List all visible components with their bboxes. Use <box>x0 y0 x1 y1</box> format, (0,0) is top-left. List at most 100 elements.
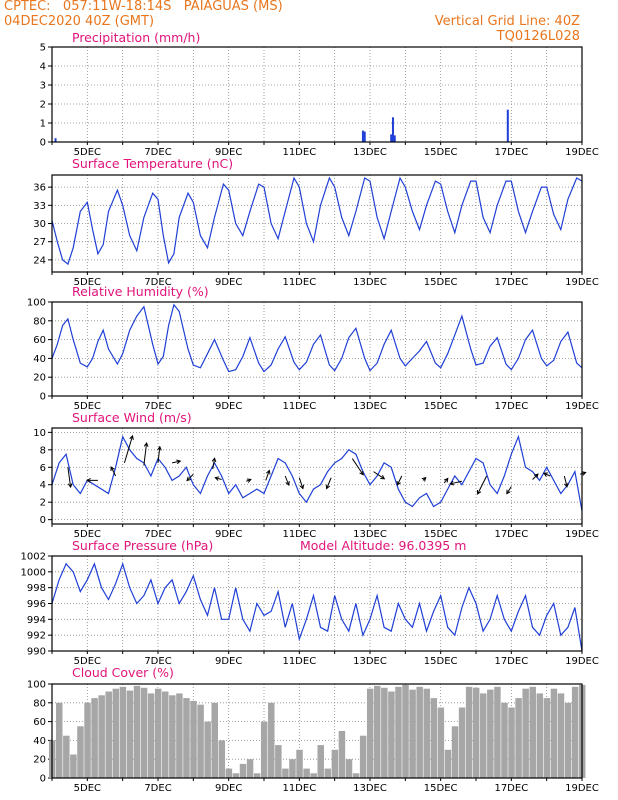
x-tick-label: 9DEC <box>215 656 242 667</box>
x-tick-label: 11DEC <box>282 147 316 158</box>
wind-arrow-head <box>581 471 587 476</box>
x-tick-label: 11DEC <box>282 656 316 667</box>
y-tick-label: 1002 <box>21 552 46 563</box>
precip-bar <box>506 109 509 142</box>
wind-arrow-shaft <box>212 458 216 470</box>
x-tick-label: 19DEC <box>565 277 599 288</box>
x-tick-label: 13DEC <box>353 401 387 412</box>
cloud-bar <box>564 702 572 778</box>
wind-arrow-shaft <box>543 472 551 477</box>
cloud-bar <box>246 759 254 778</box>
cloud-title: Cloud Cover (%) <box>72 665 174 680</box>
cloud-bar <box>289 759 296 778</box>
y-tick-label: 0 <box>40 774 46 785</box>
cloud-bar <box>190 700 197 778</box>
x-tick-label: 11DEC <box>282 783 316 794</box>
wind-arrow-head <box>542 472 548 477</box>
rh-frame <box>51 301 583 397</box>
wind-arrow <box>542 472 551 477</box>
cloud-bar <box>162 691 169 778</box>
x-tick-label: 17DEC <box>494 147 528 158</box>
cloud-bar <box>352 773 360 778</box>
wind-title: Surface Wind (m/s) <box>72 410 192 425</box>
wind-arrow-shaft <box>143 442 148 466</box>
x-tick-label: 7DEC <box>144 656 171 667</box>
x-tick-label: 5DEC <box>74 277 101 288</box>
x-tick-label: 7DEC <box>144 277 171 288</box>
y-tick-label: 100 <box>27 298 46 309</box>
wind-arrow-shaft <box>506 486 512 494</box>
cloud-bar <box>529 686 536 778</box>
cloud-bar <box>324 768 332 778</box>
cloud-bar <box>359 735 367 778</box>
wind-arrow-head <box>176 459 182 465</box>
cloud-bar <box>536 693 544 778</box>
wind-arrow-head <box>359 470 364 476</box>
wind-arrow <box>580 471 587 476</box>
wind-arrow-head <box>476 489 482 495</box>
wind-arrow <box>476 475 488 495</box>
cloud-bar <box>487 689 494 778</box>
x-tick-label: 17DEC <box>494 277 528 288</box>
wind-frame <box>51 427 583 525</box>
cloud-bar <box>98 695 105 778</box>
wind-arrow-head <box>157 445 162 451</box>
y-tick-label: 998 <box>27 583 46 594</box>
wind-arrow <box>325 477 332 490</box>
y-tick-label: 1000 <box>21 567 46 578</box>
x-tick-label: 9DEC <box>215 401 242 412</box>
x-tick-label: 7DEC <box>144 147 171 158</box>
cloud-bar <box>515 698 522 778</box>
cloud-bar <box>366 688 374 778</box>
cloud-bar <box>508 707 515 778</box>
wind-arrow-head <box>129 434 134 440</box>
precip-bar <box>363 131 366 142</box>
wind-arrow <box>214 476 222 481</box>
x-tick-label: 15DEC <box>424 783 458 794</box>
precip-frame <box>51 46 583 143</box>
x-tick-label: 7DEC <box>144 783 171 794</box>
cloud-bar <box>239 763 247 778</box>
cloud-bar <box>374 685 381 778</box>
wind-arrow-shaft <box>265 470 270 481</box>
precip-bar <box>54 138 57 142</box>
x-tick-label: 13DEC <box>353 783 387 794</box>
wind-arrow-head <box>110 466 115 472</box>
wind-arrow <box>265 469 271 481</box>
wind-arrow-shaft <box>532 473 539 480</box>
wind-arrow-head <box>421 476 427 482</box>
wind-arrow-head <box>563 482 569 488</box>
x-tick-label: 11DEC <box>282 401 316 412</box>
cloud-bar <box>388 691 395 778</box>
rh-title: Relative Humidity (%) <box>72 284 209 299</box>
wind-arrow-head <box>325 484 331 490</box>
temp-panel: Surface Temperature (nC) 24 27 30 33 36 5DEC 7D… <box>33 156 599 288</box>
wind-series-line <box>51 434 583 512</box>
y-tick-label: 2 <box>40 498 46 509</box>
x-tick-label: 9DEC <box>215 783 242 794</box>
header-datetime: 04DEC2020 40Z (GMT) <box>4 14 155 29</box>
cloud-bar <box>56 702 63 778</box>
cloud-bar <box>550 688 558 778</box>
wind-arrow-head <box>67 483 73 489</box>
y-tick-label: 100 <box>27 680 46 691</box>
y-tick-label: 4 <box>40 480 46 491</box>
precip-bar <box>390 134 393 142</box>
y-tick-label: 24 <box>33 255 46 266</box>
wind-arrow-head <box>246 478 252 483</box>
y-tick-label: 20 <box>33 373 46 384</box>
temp-series-line <box>51 176 583 266</box>
pres-annotation: Model Altitude: 96.0395 m <box>300 538 466 553</box>
wind-arrow <box>186 473 194 482</box>
y-tick-label: 40 <box>33 736 46 747</box>
wind-arrow-shaft <box>123 435 134 464</box>
wind-arrow-head <box>285 480 290 486</box>
cloud-bar <box>381 687 388 778</box>
temp-frame <box>51 174 583 273</box>
rh-series-line <box>51 303 583 373</box>
x-tick-label: 5DEC <box>74 147 101 158</box>
cloud-bar <box>338 731 346 778</box>
cloud-bar <box>268 702 275 778</box>
wind-arrow <box>157 445 162 463</box>
wind-arrow <box>373 471 386 480</box>
